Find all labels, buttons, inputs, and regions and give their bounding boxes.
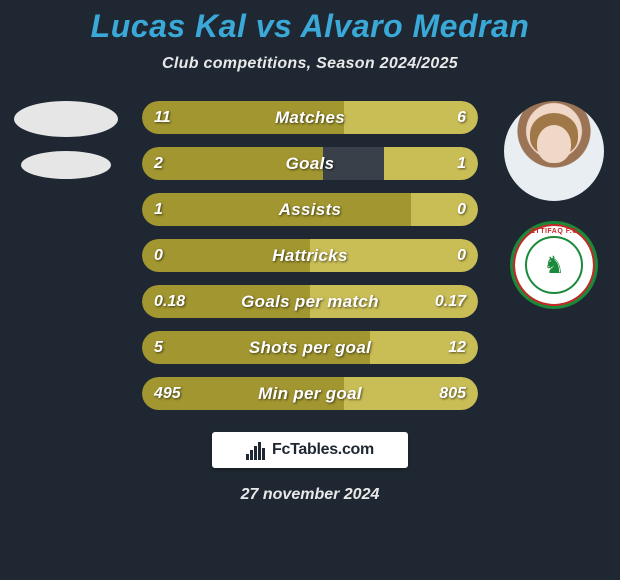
stat-value-right: 0 (457, 193, 466, 226)
stat-label: Shots per goal (142, 331, 478, 364)
stat-label: Matches (142, 101, 478, 134)
stat-row: Matches11 6 (142, 101, 478, 134)
stat-value-left: 11 (154, 101, 171, 134)
stat-label: Hattricks (142, 239, 478, 272)
page-title: Lucas Kal vs Alvaro Medran (0, 0, 620, 45)
stat-value-right: 6 (457, 101, 466, 134)
stat-label: Min per goal (142, 377, 478, 410)
left-club-badge-placeholder (21, 151, 111, 179)
left-player-avatar-placeholder (14, 101, 118, 137)
stat-value-left: 495 (154, 377, 181, 410)
player-left-name: Lucas Kal (91, 8, 247, 44)
stat-value-right: 0.17 (435, 285, 466, 318)
vs-word: vs (256, 8, 293, 44)
stat-row: Goals2 1 (142, 147, 478, 180)
left-player-badges (10, 101, 122, 179)
brand-text: FcTables.com (272, 441, 374, 459)
stat-value-left: 5 (154, 331, 163, 364)
stat-bars: Matches116Goals21Assists10Hattricks00Goa… (142, 101, 478, 410)
footer-date: 27 november 2024 (0, 486, 620, 504)
stat-value-right: 805 (439, 377, 466, 410)
stat-label: Goals per match (142, 285, 478, 318)
stat-row: Min per goal495 805 (142, 377, 478, 410)
subtitle: Club competitions, Season 2024/2025 (0, 55, 620, 73)
stat-value-right: 0 (457, 239, 466, 272)
stat-label: Assists (142, 193, 478, 226)
stat-value-left: 0 (154, 239, 163, 272)
right-club-badge: ETTIFAQ F.C ♞ (510, 221, 598, 309)
player-right-name: Alvaro Medran (301, 8, 530, 44)
brand-badge: FcTables.com (212, 432, 408, 468)
stat-value-left: 1 (154, 193, 163, 226)
stat-row: Hattricks0 0 (142, 239, 478, 272)
comparison-area: ETTIFAQ F.C ♞ Matches116Goals21Assists10… (0, 101, 620, 410)
stat-value-right: 12 (448, 331, 466, 364)
stat-value-left: 0.18 (154, 285, 185, 318)
stat-value-right: 1 (457, 147, 466, 180)
right-player-badges: ETTIFAQ F.C ♞ (498, 101, 610, 309)
right-player-avatar (504, 101, 604, 201)
stat-row: Assists1 0 (142, 193, 478, 226)
stat-row: Goals per match0.18 0.17 (142, 285, 478, 318)
stat-row: Shots per goal5 12 (142, 331, 478, 364)
stat-value-left: 2 (154, 147, 163, 180)
brand-logo-icon (246, 440, 266, 460)
stat-label: Goals (142, 147, 478, 180)
club-badge-text: ETTIFAQ F.C (530, 228, 578, 235)
club-badge-ring (513, 224, 595, 306)
